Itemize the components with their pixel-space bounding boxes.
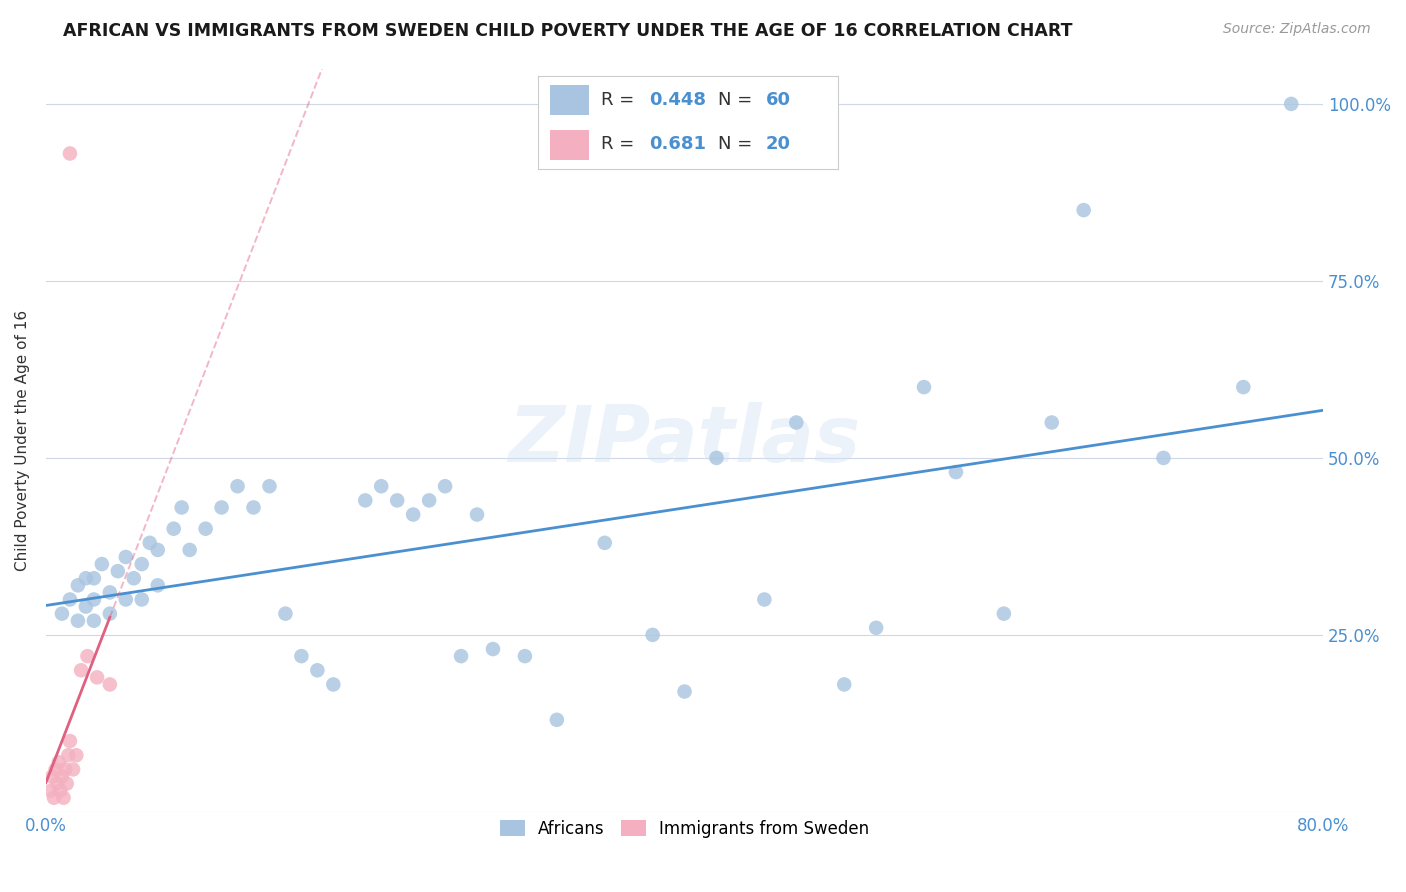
Point — [98, 607, 121, 621]
Point — [194, 522, 217, 536]
Point — [98, 585, 121, 599]
Point — [49, 783, 72, 797]
Point — [259, 479, 281, 493]
Point — [1073, 203, 1095, 218]
Point — [83, 571, 105, 585]
Point — [754, 592, 776, 607]
Point — [641, 628, 664, 642]
Text: ZIPatlas: ZIPatlas — [509, 402, 860, 478]
Text: Source: ZipAtlas.com: Source: ZipAtlas.com — [1223, 22, 1371, 37]
Point — [354, 493, 377, 508]
Point — [1279, 96, 1302, 111]
Point — [75, 571, 97, 585]
Point — [65, 748, 87, 763]
Point — [86, 670, 108, 684]
Point — [51, 769, 73, 783]
Point — [482, 642, 505, 657]
Point — [307, 663, 329, 677]
Point — [62, 763, 84, 777]
Point — [434, 479, 457, 493]
Point — [385, 493, 408, 508]
Point — [418, 493, 440, 508]
Point — [146, 578, 169, 592]
Y-axis label: Child Poverty Under the Age of 16: Child Poverty Under the Age of 16 — [15, 310, 30, 571]
Point — [706, 450, 728, 465]
Point — [1232, 380, 1254, 394]
Point — [163, 522, 186, 536]
Point — [70, 663, 93, 677]
Point — [59, 592, 82, 607]
Point — [83, 614, 105, 628]
Point — [1040, 416, 1063, 430]
Point — [865, 621, 887, 635]
Point — [274, 607, 297, 621]
Point — [179, 543, 201, 558]
Point — [48, 756, 70, 770]
Point — [322, 677, 344, 691]
Point — [55, 776, 77, 790]
Point — [75, 599, 97, 614]
Point — [52, 790, 75, 805]
Point — [45, 763, 67, 777]
Point — [370, 479, 392, 493]
Point — [546, 713, 568, 727]
Point — [131, 557, 153, 571]
Point — [139, 536, 162, 550]
Point — [912, 380, 935, 394]
Point — [53, 763, 76, 777]
Point — [90, 557, 112, 571]
Point — [131, 592, 153, 607]
Point — [66, 614, 89, 628]
Point — [46, 776, 69, 790]
Point — [993, 607, 1015, 621]
Point — [402, 508, 425, 522]
Point — [146, 543, 169, 558]
Point — [114, 592, 136, 607]
Point — [465, 508, 488, 522]
Point — [59, 734, 82, 748]
Point — [290, 649, 312, 664]
Point — [107, 564, 129, 578]
Legend: Africans, Immigrants from Sweden: Africans, Immigrants from Sweden — [494, 814, 876, 845]
Point — [114, 549, 136, 564]
Point — [98, 677, 121, 691]
Point — [242, 500, 264, 515]
Point — [51, 607, 73, 621]
Point — [593, 536, 616, 550]
Point — [945, 465, 967, 479]
Point — [673, 684, 696, 698]
Point — [513, 649, 536, 664]
Point — [39, 783, 62, 797]
Point — [211, 500, 233, 515]
Point — [122, 571, 145, 585]
Point — [59, 146, 82, 161]
Point — [42, 790, 65, 805]
Point — [41, 769, 63, 783]
Point — [66, 578, 89, 592]
Point — [76, 649, 98, 664]
Point — [832, 677, 855, 691]
Point — [785, 416, 807, 430]
Point — [450, 649, 472, 664]
Point — [83, 592, 105, 607]
Point — [58, 748, 80, 763]
Point — [170, 500, 193, 515]
Point — [1153, 450, 1175, 465]
Text: AFRICAN VS IMMIGRANTS FROM SWEDEN CHILD POVERTY UNDER THE AGE OF 16 CORRELATION : AFRICAN VS IMMIGRANTS FROM SWEDEN CHILD … — [63, 22, 1073, 40]
Point — [226, 479, 249, 493]
